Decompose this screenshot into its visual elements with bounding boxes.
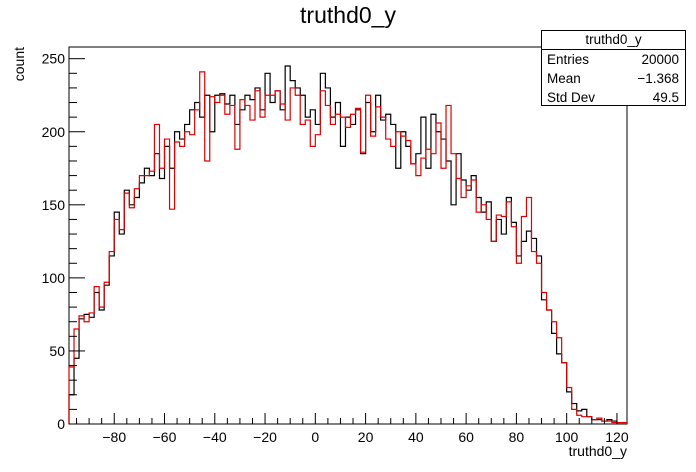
x-tick-label: 100 [555,429,579,445]
plot-border [68,46,628,425]
y-tick-label: 0 [57,416,65,432]
chart-title: truthd0_y [300,2,396,28]
stats-value: 49.5 [652,90,679,105]
y-tick-label: 150 [42,197,66,213]
y-tick-label: 250 [42,51,66,67]
stats-row-entries: Entries 20000 [542,50,685,69]
plot-frame [68,46,628,425]
x-tick-label: 60 [458,429,474,445]
stats-box: truthd0_y Entries 20000 Mean −1.368 Std … [541,30,686,106]
y-tick-label: 100 [42,270,66,286]
x-axis-label: truthd0_y [569,443,627,459]
stats-label: Entries [547,52,590,67]
x-tick-label: 20 [358,429,374,445]
x-tick-label: −80 [102,429,126,445]
x-tick-label: 80 [509,429,525,445]
x-tick-label: −60 [153,429,177,445]
stats-row-std-dev: Std Dev 49.5 [542,88,685,107]
series-layer [68,65,628,424]
stats-row-mean: Mean −1.368 [542,69,685,88]
axis-layer: −80 −60 −40 −20 0 20 40 60 80 100 120 0 50 100 150 200 2… [11,47,629,459]
x-tick-label: 40 [408,429,424,445]
stats-value: −1.368 [637,71,679,86]
y-tick-label: 50 [49,343,65,359]
stats-value: 20000 [641,52,679,67]
y-axis-label: count [11,47,27,81]
stats-box-title: truthd0_y [542,31,685,50]
histogram-series-1 [68,71,628,424]
x-tick-label: −20 [253,429,277,445]
x-tick-label: 120 [605,429,629,445]
x-tick-label: 0 [311,429,319,445]
stats-label: Std Dev [547,90,596,105]
stats-label: Mean [547,71,581,86]
histogram-series-0 [68,65,628,424]
y-tick-label: 200 [42,124,66,140]
x-tick-label: −40 [203,429,227,445]
